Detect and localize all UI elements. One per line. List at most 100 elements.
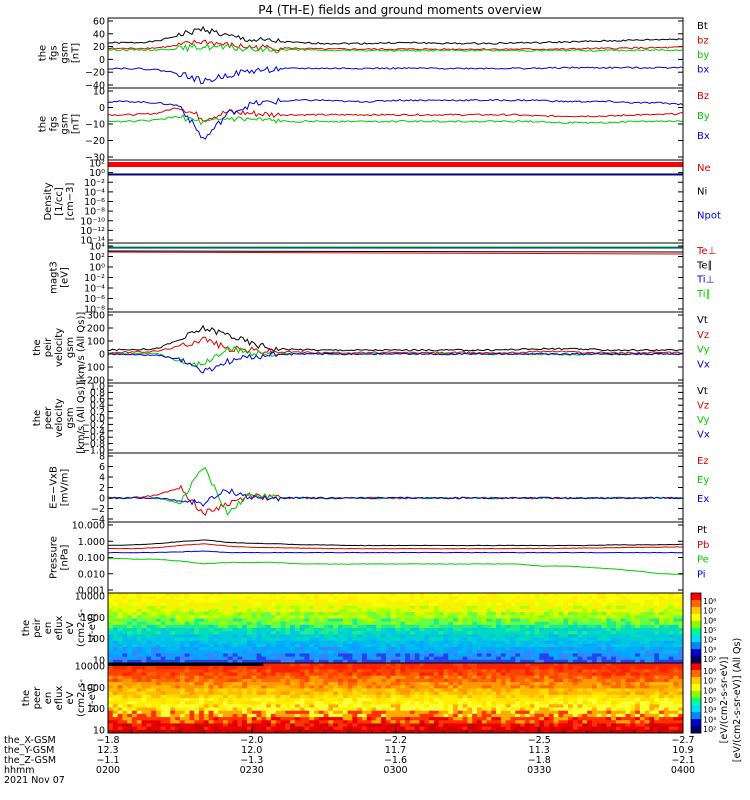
spectrogram-cell bbox=[357, 688, 363, 693]
spectrogram-cell bbox=[318, 678, 325, 683]
spectrogram-cell bbox=[189, 628, 195, 632]
spectrogram-cell bbox=[467, 618, 473, 623]
spectrogram-cell bbox=[419, 659, 425, 664]
spectrogram-cell bbox=[467, 659, 473, 664]
spectrogram-cell bbox=[462, 602, 468, 607]
spectrogram-cell bbox=[620, 685, 626, 689]
spectrogram-cell bbox=[270, 602, 277, 607]
spectrogram-cell bbox=[290, 631, 296, 635]
spectrogram-cell bbox=[453, 628, 459, 632]
spectrogram-cell bbox=[467, 663, 473, 667]
spectrogram-cell bbox=[414, 593, 420, 597]
spectrogram-cell bbox=[409, 618, 416, 623]
spectrogram-cell bbox=[189, 682, 195, 686]
spectrogram-cell bbox=[232, 637, 238, 642]
spectrogram-cell bbox=[644, 637, 650, 642]
spectrogram-cell bbox=[673, 624, 679, 629]
y-tick-label: 0 bbox=[99, 55, 105, 66]
spectrogram-cell bbox=[568, 599, 574, 604]
spectrogram-cell bbox=[558, 637, 564, 642]
spectrogram-cell bbox=[429, 608, 435, 613]
spectrogram-cell bbox=[242, 634, 248, 639]
spectrogram-cell bbox=[654, 624, 660, 629]
spectrogram-cell bbox=[256, 650, 262, 654]
spectrogram-cell bbox=[577, 628, 583, 632]
spectrogram-cell bbox=[654, 701, 660, 705]
spectrogram-cell bbox=[290, 650, 296, 654]
spectrogram-cell bbox=[582, 710, 588, 715]
spectrogram-cell bbox=[122, 653, 128, 658]
spectrogram-cell bbox=[472, 707, 478, 712]
spectrogram-cell bbox=[515, 637, 521, 642]
spectrogram-cell bbox=[635, 637, 641, 642]
spectrogram-cell bbox=[659, 608, 665, 613]
spectrogram-cell bbox=[395, 704, 401, 709]
spectrogram-cell bbox=[553, 647, 559, 651]
spectrogram-cell bbox=[155, 624, 162, 629]
spectrogram-cell bbox=[246, 624, 253, 629]
spectrogram-cell bbox=[505, 713, 511, 718]
spectrogram-cell bbox=[275, 666, 281, 670]
spectrogram-cell bbox=[285, 602, 291, 607]
spectrogram-cell bbox=[481, 688, 488, 693]
spectrogram-cell bbox=[534, 640, 540, 645]
spectrogram-cell bbox=[620, 608, 626, 613]
spectrogram-cell bbox=[108, 640, 114, 645]
spectrogram-cell bbox=[539, 615, 545, 619]
spectrogram-cell bbox=[323, 602, 329, 607]
spectrogram-cell bbox=[357, 685, 363, 689]
spectrogram-cell bbox=[223, 596, 229, 600]
spectrogram-cell bbox=[227, 596, 234, 600]
spectrogram-cell bbox=[654, 596, 660, 600]
y-axis-label: the bbox=[32, 410, 43, 426]
spectrogram-cell bbox=[596, 672, 603, 677]
spectrogram-cell bbox=[563, 612, 569, 616]
spectrogram-cell bbox=[663, 624, 670, 629]
spectrogram-cell bbox=[481, 593, 488, 597]
spectrogram-cell bbox=[400, 621, 406, 626]
spectrogram-cell bbox=[155, 698, 162, 702]
spectrogram-cell bbox=[385, 675, 392, 680]
spectrogram-cell bbox=[457, 593, 464, 597]
spectrogram-cell bbox=[213, 612, 219, 616]
spectrogram-cell bbox=[251, 707, 258, 712]
spectrogram-cell bbox=[448, 596, 454, 600]
spectrogram-cell bbox=[290, 621, 296, 626]
spectrogram-cell bbox=[539, 682, 545, 686]
spectrogram-cell bbox=[342, 707, 349, 712]
spectrogram-cell bbox=[294, 593, 301, 597]
spectrogram-cell bbox=[558, 650, 564, 654]
spectrogram-cell bbox=[208, 672, 214, 677]
spectrogram-cell bbox=[673, 631, 679, 635]
spectrogram-cell bbox=[591, 666, 598, 670]
spectrogram-cell bbox=[318, 637, 325, 642]
spectrogram-cell bbox=[558, 707, 564, 712]
spectrogram-cell bbox=[472, 694, 478, 699]
spectrogram-cell bbox=[323, 659, 329, 664]
spectrogram-cell bbox=[208, 675, 214, 680]
spectrogram-cell bbox=[208, 682, 214, 686]
spectrogram-cell bbox=[400, 612, 406, 616]
spectrogram-cell bbox=[486, 710, 492, 715]
spectrogram-cell bbox=[582, 704, 588, 709]
spectrogram-cell bbox=[237, 628, 243, 632]
spectrogram-cell bbox=[285, 612, 291, 616]
spectrogram-cell bbox=[342, 605, 349, 610]
spectrogram-cell bbox=[165, 698, 171, 702]
spectrogram-cell bbox=[395, 669, 401, 674]
spectrogram-cell bbox=[266, 618, 272, 623]
spectrogram-cell bbox=[630, 707, 636, 712]
spectrogram-cell bbox=[352, 694, 358, 699]
y-tick-label: 20 bbox=[93, 42, 105, 53]
spectrogram-cell bbox=[582, 621, 588, 626]
spectrogram-cell bbox=[117, 615, 123, 619]
spectrogram-cell bbox=[544, 612, 550, 616]
spectrogram-cell bbox=[659, 659, 665, 664]
spectrogram-cell bbox=[673, 704, 679, 709]
spectrogram-cell bbox=[510, 615, 516, 619]
spectrogram-cell bbox=[352, 615, 358, 619]
spectrogram-cell bbox=[500, 593, 507, 597]
spectrogram-cell bbox=[486, 602, 492, 607]
spectrogram-cell bbox=[213, 691, 219, 696]
